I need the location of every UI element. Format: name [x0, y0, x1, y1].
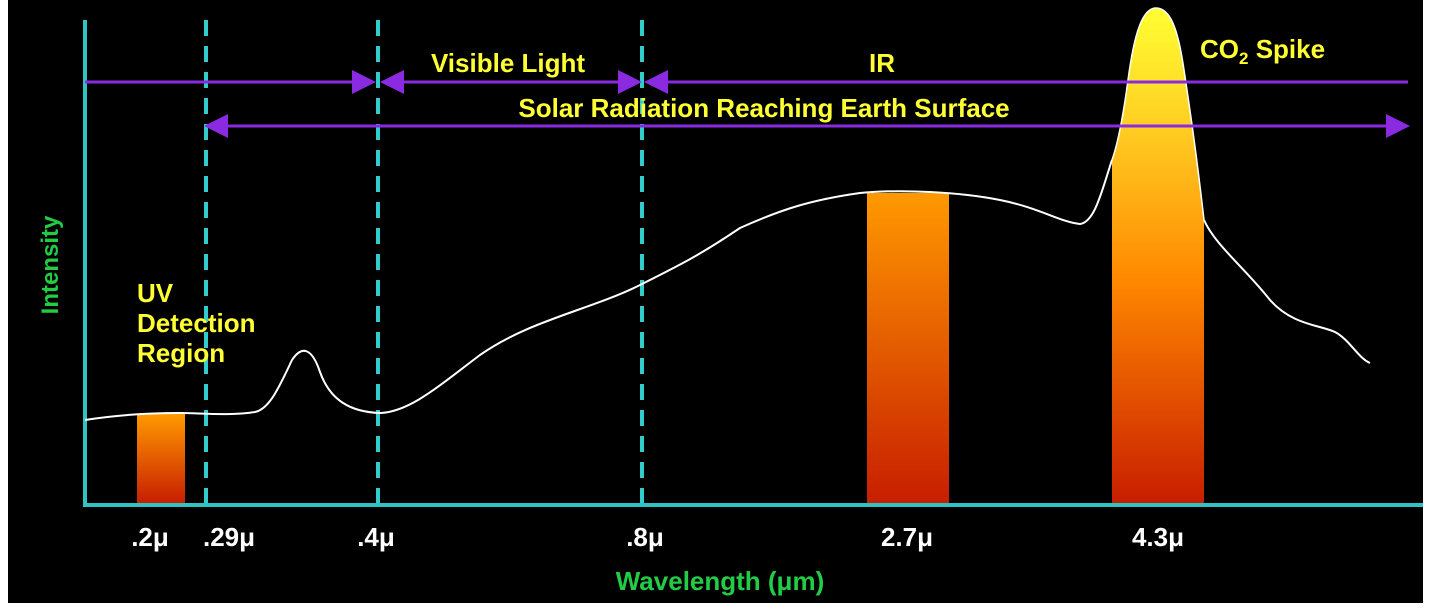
band-ir: [867, 193, 949, 503]
tick-label-0.29: .29μ: [203, 522, 255, 552]
label-co2-spike: CO2 Spike: [1200, 34, 1325, 68]
co2-subscript: 2: [1239, 49, 1248, 68]
tick-label-4.3: 4.3μ: [1132, 522, 1184, 552]
tick-label-2.7: 2.7μ: [881, 522, 933, 552]
x-axis-title: Wavelength (μm): [616, 566, 825, 596]
uv-line-2: Detection: [137, 308, 255, 338]
plot-background: [8, 0, 1423, 603]
co2-base: CO: [1200, 34, 1239, 64]
tick-label-0.8: .8μ: [626, 522, 664, 552]
spectrum-curve: [84, 159, 1371, 421]
band-uv: [137, 414, 185, 503]
uv-line-3: Region: [137, 338, 225, 368]
label-ir: IR: [869, 48, 895, 78]
tick-label-0.2: .2μ: [131, 522, 169, 552]
label-solar-radiation: Solar Radiation Reaching Earth Surface: [518, 93, 1009, 123]
uv-line-1: UV: [137, 278, 174, 308]
label-uv-detection: UV Detection Region: [137, 278, 263, 368]
label-visible-light: Visible Light: [431, 48, 585, 78]
y-axis-title: Intensity: [37, 215, 64, 314]
tick-label-0.4: .4μ: [357, 522, 395, 552]
co2-rest: Spike: [1248, 34, 1325, 64]
